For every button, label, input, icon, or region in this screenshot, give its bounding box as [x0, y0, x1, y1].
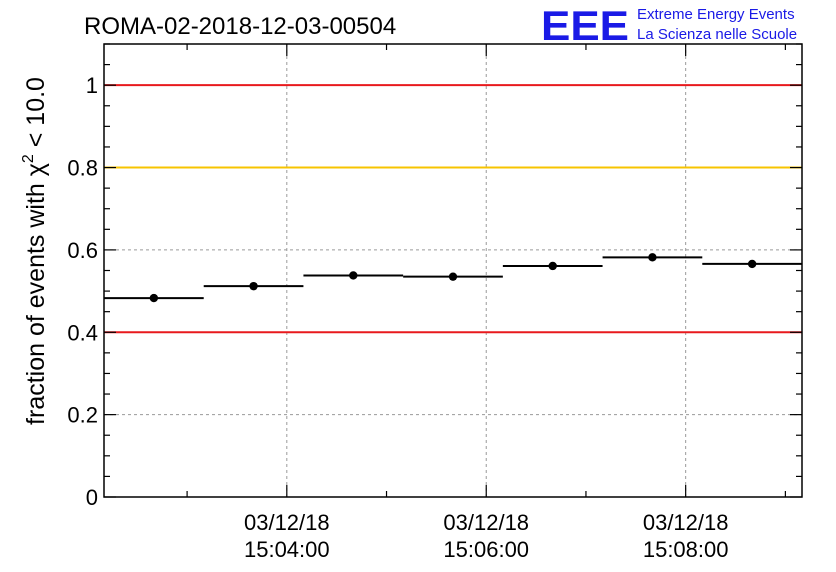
- x-tick-date-label: 03/12/18: [643, 510, 729, 535]
- y-axis-label: fraction of events with χ2 < 10.0: [20, 77, 50, 425]
- data-point: [249, 281, 258, 291]
- x-tick-date-label: 03/12/18: [244, 510, 330, 535]
- y-tick-label: 1: [86, 73, 98, 98]
- y-axis-label-sup: 2: [20, 154, 37, 163]
- logo-line-1: Extreme Energy Events: [637, 6, 795, 23]
- data-point: [747, 259, 757, 269]
- y-tick-label: 0: [86, 485, 98, 510]
- run-title: ROMA-02-2018-12-03-00504: [84, 13, 396, 40]
- y-axis-label-suffix: < 10.0: [22, 77, 50, 154]
- logo-mark: EEE: [541, 2, 629, 49]
- reference-lines: [104, 84, 802, 334]
- data-series: [104, 253, 802, 303]
- eee-logo: EEE Extreme Energy Events La Scienza nel…: [541, 2, 797, 49]
- y-tick-label: 0.4: [67, 320, 98, 345]
- data-point: [648, 253, 657, 262]
- axes: 00.20.40.60.8103/12/1815:04:0003/12/1815…: [67, 43, 802, 562]
- y-tick-label: 0.6: [67, 238, 98, 263]
- data-point: [448, 272, 458, 281]
- grid-layer: [104, 44, 802, 497]
- y-tick-label: 0.2: [67, 403, 98, 428]
- y-axis-label-symbol: χ: [22, 163, 50, 176]
- data-point: [548, 261, 557, 271]
- logo-line-2: La Scienza nelle Scuole: [637, 26, 797, 43]
- x-tick-time-label: 15:04:00: [244, 537, 330, 562]
- y-axis-label-prefix: fraction of events with: [22, 176, 50, 425]
- x-tick-date-label: 03/12/18: [443, 510, 529, 535]
- plot-frame: [103, 43, 803, 498]
- x-tick-time-label: 15:06:00: [443, 537, 529, 562]
- x-tick-time-label: 15:08:00: [643, 537, 729, 562]
- y-tick-label: 0.8: [67, 156, 98, 181]
- data-point: [149, 293, 159, 303]
- data-point: [349, 271, 358, 280]
